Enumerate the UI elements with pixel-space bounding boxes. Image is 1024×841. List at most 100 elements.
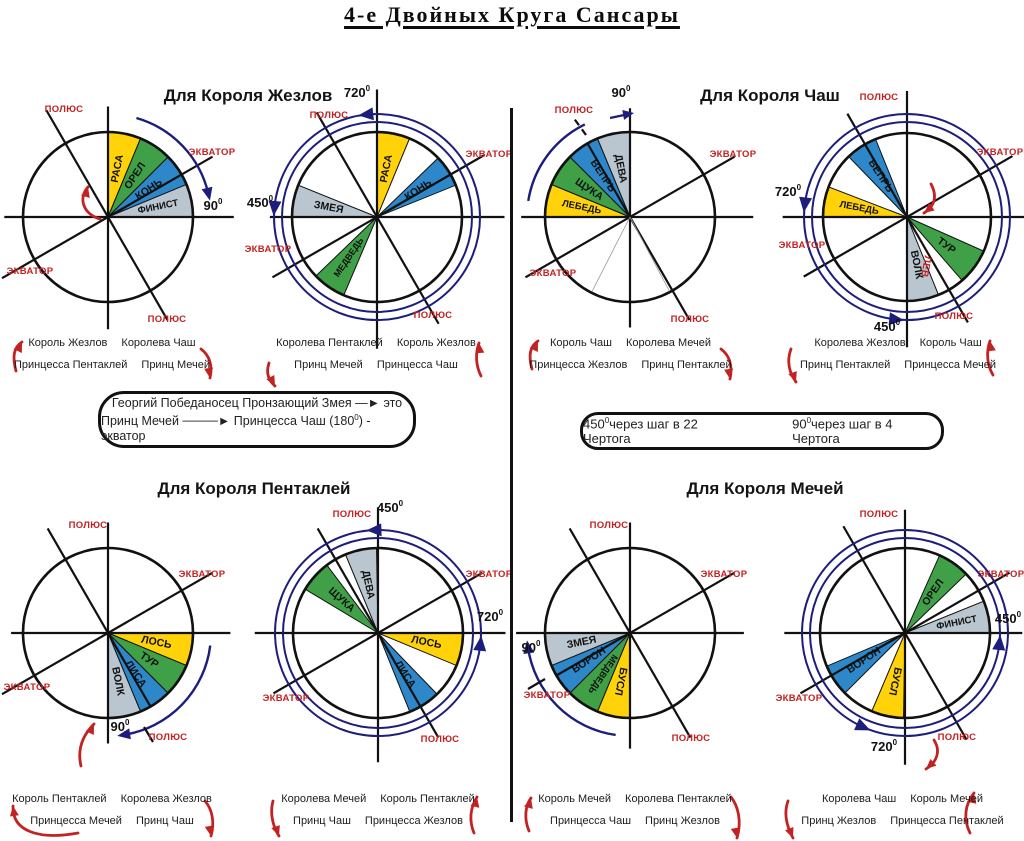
court-cards-row: Королева Мечей Король Пентаклей bbox=[278, 793, 478, 805]
court-card-name: Принц Жезлов bbox=[801, 815, 877, 827]
court-card-name: Королева Жезлов bbox=[814, 337, 906, 349]
court-card-name: Король Пентаклей bbox=[380, 793, 475, 805]
axis-label: ПОЛЮС bbox=[333, 509, 372, 520]
note-george-line2-end: ) - экватор bbox=[101, 414, 371, 443]
circle-outline bbox=[290, 130, 464, 304]
degree-label: 7200 bbox=[344, 84, 371, 100]
circle-outline bbox=[21, 130, 195, 304]
steps-item-90: 900через шаг в 4 Чертога bbox=[792, 415, 893, 447]
ring-arrow-head bbox=[473, 635, 487, 652]
sector-label: ДЕВА bbox=[359, 569, 377, 600]
axis-label: ПОЛЮС bbox=[414, 310, 453, 321]
sector-label: БУСЛ bbox=[886, 666, 904, 696]
degree-label: 900 bbox=[111, 718, 130, 734]
red-arrow-head bbox=[9, 806, 19, 817]
court-cards-block: Королева Мечей Король Пентаклей Принц Чаш П… bbox=[278, 793, 478, 837]
sector-label: РАСА bbox=[378, 153, 395, 184]
note-box-steps: 4500через шаг в 22 Чертога 900через шаг … bbox=[580, 412, 944, 450]
red-arrow-head bbox=[266, 375, 275, 386]
court-card-name: Король Мечей bbox=[910, 793, 983, 805]
axis-label: ПОЛЮС bbox=[672, 733, 711, 744]
court-card-name: Принц Жезлов bbox=[645, 815, 720, 827]
axis-label: ПОЛЮС bbox=[555, 105, 594, 116]
degree-label: 4500 bbox=[247, 194, 274, 210]
rotation-ring bbox=[811, 121, 1003, 313]
axis-label: ПОЛЮС bbox=[45, 104, 84, 115]
court-card-name: Королева Мечей bbox=[626, 337, 711, 349]
court-cards-block: Король Чаш Королева Мечей Принцесса Жезлов… bbox=[528, 337, 733, 381]
axis-line bbox=[271, 154, 485, 279]
red-arrow bbox=[12, 340, 24, 373]
red-arrow-head bbox=[13, 342, 22, 353]
dash-mark bbox=[527, 678, 546, 690]
steps-item-450: 4500через шаг в 22 Чертога bbox=[583, 415, 698, 447]
ring-arrow-head bbox=[888, 312, 905, 326]
axis-line bbox=[1, 571, 214, 696]
degree-sup: 0 bbox=[806, 415, 812, 425]
axis-label: ПОЛЮС bbox=[671, 314, 710, 325]
degree-label: 4500 bbox=[377, 499, 404, 515]
court-card-name: Принц Мечей bbox=[294, 359, 363, 371]
sector-label: ВОЛК bbox=[908, 249, 925, 280]
axis-label: ЭКВАТОР bbox=[977, 147, 1024, 158]
ring-arrow-head bbox=[366, 523, 382, 537]
sector-label: РАСА bbox=[109, 153, 126, 184]
court-card-name: Король Чаш bbox=[550, 337, 612, 349]
rotation-ring bbox=[282, 537, 474, 729]
axis-label: ПОЛЮС bbox=[938, 732, 977, 743]
note-george-line2: Принц Мечей ────► Принцесса Чаш (1800) -… bbox=[101, 413, 413, 442]
court-card-name: Принцесса Чаш bbox=[376, 359, 458, 371]
ring-arrow-head bbox=[799, 196, 813, 213]
court-card-name: Принц Мечей bbox=[141, 359, 211, 371]
court-cards-row: Королева Пентаклей Король Жезлов bbox=[276, 337, 476, 349]
circle-outline bbox=[543, 546, 717, 720]
court-cards-block: Королева Жезлов Король Чаш Принц Пентаклей… bbox=[798, 337, 998, 381]
rotation-ring bbox=[273, 113, 481, 321]
ring-arrow-head bbox=[358, 107, 374, 121]
axis-line bbox=[1, 155, 214, 280]
court-cards-row: Королева Жезлов Король Чаш bbox=[798, 337, 998, 349]
court-card-name: Король Жезлов bbox=[28, 337, 108, 349]
note-george-line1: Георгий Победаносец Пронзающий Змея —► э… bbox=[111, 396, 403, 411]
axis-line bbox=[555, 571, 736, 677]
rotation-arc bbox=[123, 645, 212, 736]
red-arrow-head bbox=[730, 827, 740, 838]
red-arrow-head bbox=[85, 724, 94, 735]
red-arrow-head bbox=[529, 341, 538, 352]
rotation-arc bbox=[526, 647, 616, 737]
court-card-name: Принц Пентаклей bbox=[641, 359, 732, 371]
court-cards-block: Король Пентаклей Королева Жезлов Принцесса… bbox=[8, 793, 216, 837]
court-card-name: Принц Пентаклей bbox=[799, 359, 891, 371]
red-arrow-head bbox=[475, 343, 485, 354]
court-card-name: Королева Чаш bbox=[822, 793, 897, 805]
degree-sup: 0 bbox=[604, 415, 610, 425]
court-cards-block: Королева Пентаклей Король Жезлов Принц Меч… bbox=[276, 337, 476, 381]
arc-arrow-head bbox=[523, 640, 535, 655]
axis-line bbox=[803, 155, 1014, 278]
axis-label: ЭКВАТОР bbox=[179, 569, 226, 580]
axis-label: ПОЛЮС bbox=[310, 110, 349, 121]
degree-label: 4500 bbox=[995, 610, 1022, 626]
rotation-ring bbox=[801, 529, 1009, 737]
court-card-name: Принц Чаш bbox=[293, 815, 351, 827]
court-card-name: Королева Пентаклей bbox=[625, 793, 732, 805]
court-card-name: Королева Жезлов bbox=[120, 793, 212, 805]
axis-label: ЭКВАТОР bbox=[466, 149, 513, 160]
ring-arrow-head bbox=[992, 634, 1006, 651]
court-card-name: Король Чаш bbox=[919, 337, 982, 349]
arc-arrow-head bbox=[201, 186, 213, 201]
sector-label: ЗМЕЯ bbox=[313, 199, 345, 216]
divider-line bbox=[510, 108, 513, 822]
court-cards-row: Король Мечей Королева Пентаклей bbox=[530, 793, 740, 805]
red-arrow-head bbox=[986, 341, 996, 352]
navy-arrow-head bbox=[622, 109, 634, 120]
arc-arrow-head bbox=[117, 728, 131, 740]
axis-label: ПОЛЮС bbox=[69, 520, 108, 531]
axis-label: ЛЕВ bbox=[918, 255, 933, 278]
red-arrow-head bbox=[470, 797, 480, 808]
degree-label: 7200 bbox=[871, 738, 898, 754]
court-card-name: Королева Мечей bbox=[281, 793, 367, 805]
dash-mark bbox=[143, 726, 154, 743]
red-arrow-head bbox=[271, 825, 280, 836]
